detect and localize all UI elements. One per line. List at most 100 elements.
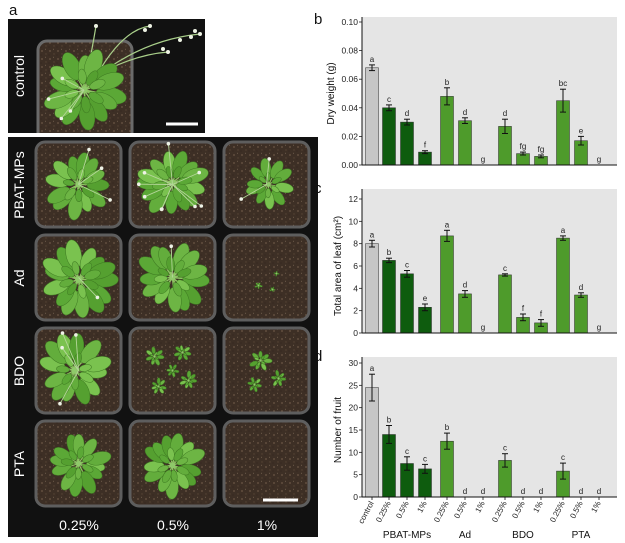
significance-letter: fg bbox=[520, 142, 527, 151]
row-label-pta: PTA bbox=[11, 450, 27, 477]
bar-b-ad-0-5 bbox=[458, 120, 472, 166]
leaf bbox=[83, 89, 104, 104]
flower bbox=[193, 204, 197, 209]
leaf-blade bbox=[56, 365, 70, 373]
flower bbox=[166, 141, 171, 146]
bar-b-pbat-mps-0-5 bbox=[400, 121, 414, 166]
plant bbox=[173, 345, 192, 361]
leaf-blade bbox=[88, 91, 104, 104]
bar-c-ad-0-5 bbox=[458, 293, 472, 334]
plant-center bbox=[257, 284, 260, 287]
significance-letter: a bbox=[370, 364, 375, 373]
flower bbox=[60, 331, 65, 335]
plant bbox=[247, 377, 262, 393]
flower-stem bbox=[172, 184, 196, 207]
plant-center bbox=[266, 182, 271, 187]
leaf-blade bbox=[60, 458, 74, 466]
flower bbox=[197, 170, 201, 175]
leaf-blade bbox=[67, 283, 77, 296]
plant bbox=[254, 282, 263, 290]
leaf-blade bbox=[275, 274, 277, 277]
y-tick-label: 8 bbox=[353, 239, 358, 249]
flower bbox=[142, 194, 147, 199]
panel-a: a control PBAT-MPs Ad BDO PTA 0.25% 0.5%… bbox=[8, 2, 318, 537]
flower bbox=[58, 401, 62, 406]
y-tick-label: 6 bbox=[353, 261, 358, 271]
x-tick-label: 1% bbox=[531, 500, 544, 514]
significance-letter: a bbox=[561, 226, 566, 235]
x-tick-label: 0.25% bbox=[432, 500, 451, 524]
y-tick-label: 20 bbox=[349, 403, 359, 413]
leaf-blade bbox=[78, 68, 87, 85]
flower bbox=[60, 76, 65, 81]
plant-center bbox=[259, 359, 262, 362]
y-tick-label: 2 bbox=[353, 306, 358, 316]
leaf-blade bbox=[64, 354, 74, 367]
photo-pta-0-5 bbox=[128, 419, 217, 508]
panel-label-c: c bbox=[314, 180, 322, 197]
leaf-blade bbox=[280, 377, 287, 381]
plant-center bbox=[153, 355, 156, 358]
flower-stem bbox=[172, 172, 200, 185]
leaf-blade bbox=[173, 352, 181, 357]
y-tick-label: 0 bbox=[353, 492, 358, 502]
leaf-blade bbox=[152, 180, 168, 190]
leaf-blade bbox=[177, 349, 182, 353]
col-label-1: 1% bbox=[257, 517, 277, 533]
leaf-blade bbox=[174, 260, 185, 274]
bar-d-control bbox=[365, 387, 379, 498]
significance-letter: f bbox=[540, 310, 543, 319]
col-label-0-5: 0.5% bbox=[157, 517, 189, 533]
flower-stem bbox=[60, 89, 85, 119]
pot bbox=[222, 419, 311, 508]
significance-letter: c bbox=[405, 447, 409, 456]
leaf bbox=[62, 179, 79, 187]
significance-letter: a bbox=[445, 220, 450, 229]
plant bbox=[179, 370, 198, 389]
leaf-blade bbox=[166, 256, 176, 272]
flower bbox=[193, 29, 197, 33]
plant-center bbox=[277, 377, 280, 380]
leaf-blade bbox=[184, 346, 190, 352]
y-axis-label: Total area of leaf (cm²) bbox=[333, 216, 344, 316]
leaf-blade bbox=[53, 447, 73, 462]
significance-letter: d bbox=[597, 487, 601, 496]
leaf bbox=[182, 352, 187, 356]
plant bbox=[151, 377, 167, 394]
leaf-blade bbox=[158, 281, 171, 295]
leaf bbox=[179, 380, 189, 385]
leaf bbox=[265, 184, 271, 199]
flower bbox=[169, 244, 173, 248]
plant bbox=[273, 270, 280, 277]
photo-ad-1 bbox=[222, 233, 311, 322]
leaf-blade bbox=[155, 356, 159, 360]
leaf-blade bbox=[172, 282, 183, 297]
flower bbox=[239, 197, 243, 201]
plant-center bbox=[75, 276, 82, 283]
panel-c: c 0 2 4 6 8 10 12 Total area of leaf (cm²) a b c e a d… bbox=[314, 180, 617, 338]
bar-c-ad-0-25 bbox=[440, 235, 454, 334]
flower bbox=[95, 295, 100, 300]
flower bbox=[59, 116, 64, 121]
y-tick-label: 0.02 bbox=[341, 131, 358, 141]
significance-letter: b bbox=[445, 423, 450, 432]
significance-letter: d bbox=[539, 487, 543, 496]
panel-d: d 0 5 10 15 20 25 30 Number of fruit a b c c b d d c d d c d… bbox=[314, 348, 617, 541]
leaf-blade bbox=[257, 361, 261, 367]
leaf-blade bbox=[84, 269, 101, 281]
plant bbox=[249, 350, 273, 371]
leaf-blade bbox=[44, 372, 67, 388]
leaf-blade bbox=[62, 179, 75, 187]
plant-center bbox=[169, 462, 176, 469]
flower bbox=[142, 171, 147, 175]
y-tick-label: 25 bbox=[349, 380, 359, 390]
flower bbox=[99, 166, 104, 170]
plant-center bbox=[187, 379, 190, 382]
leaf-blade bbox=[151, 386, 157, 390]
leaf bbox=[173, 352, 183, 357]
pot bbox=[222, 233, 311, 322]
leaf-blade bbox=[278, 380, 283, 387]
leaf-blade bbox=[156, 350, 163, 356]
flower bbox=[267, 157, 272, 161]
flower bbox=[189, 35, 193, 39]
